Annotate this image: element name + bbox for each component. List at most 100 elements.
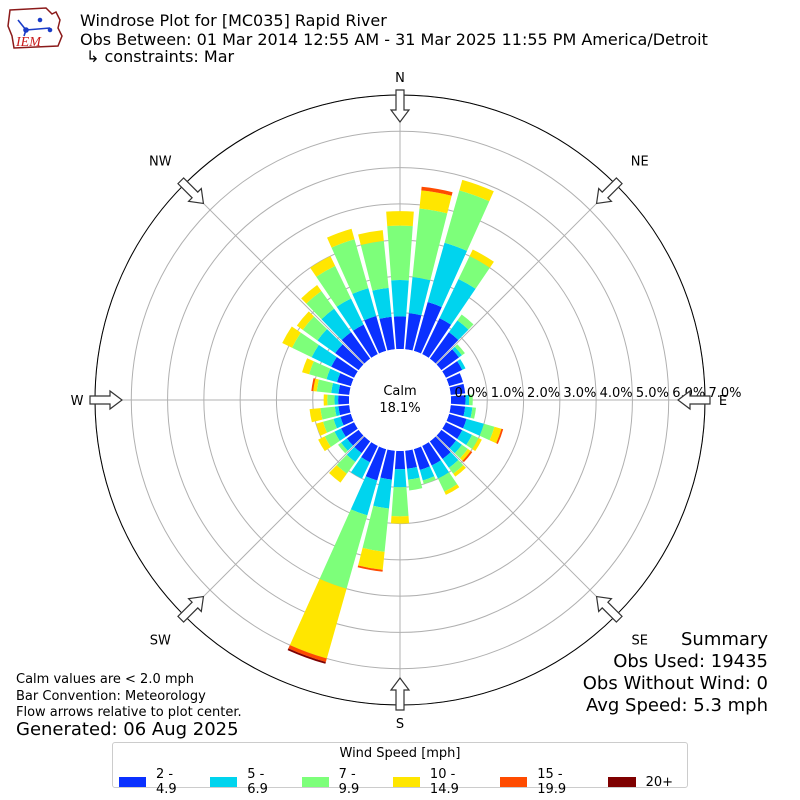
windrose-bar-segment <box>479 423 495 441</box>
windrose-bar-segment <box>365 446 387 481</box>
windrose-bar-segment <box>338 405 351 416</box>
bar-convention: Bar Convention: Meteorology <box>16 689 206 704</box>
radial-tick-label: 2.0% <box>527 386 560 401</box>
windrose-bar-segment <box>422 442 441 466</box>
calm-circle <box>349 349 451 451</box>
windrose-bar-segment <box>462 451 473 463</box>
windrose-bar-segment <box>372 287 392 319</box>
windrose-bar-segment <box>321 308 352 341</box>
windrose-bar-segment <box>449 440 462 454</box>
flow-arrow <box>177 595 205 623</box>
windrose-bar-segment <box>329 465 347 483</box>
legend-item: 15 - 19.9 <box>500 767 593 797</box>
radial-gridline <box>435 435 617 617</box>
windrose-bar-segment <box>336 298 364 331</box>
windrose-bar-segment <box>338 442 348 454</box>
windrose-bar-segment <box>318 436 331 452</box>
chart-title: Windrose Plot for [MC035] Rapid River <box>80 11 387 30</box>
windrose-bar-segment <box>406 467 420 480</box>
windrose-bar-segment <box>422 476 436 484</box>
windrose-bar-segment <box>334 428 346 441</box>
windrose-bar-segment <box>453 465 466 477</box>
flow-arrow <box>595 177 623 205</box>
windrose-bar-segment <box>421 186 453 196</box>
windrose-bar-segment <box>489 426 502 444</box>
windrose-bar-segment <box>422 318 452 358</box>
windrose-bar-segment <box>379 316 395 351</box>
windrose-bar-segment <box>317 329 343 354</box>
legend-swatch <box>607 777 636 787</box>
windrose-bar-segment <box>296 311 315 330</box>
legend-title: Wind Speed [mph] <box>339 746 461 761</box>
windrose-bar-segment <box>331 383 341 394</box>
windrose-bar-segment <box>437 472 458 492</box>
windrose-bar-segment <box>393 316 407 350</box>
windrose-bar-segment <box>301 285 322 304</box>
windrose-bar-segment <box>448 320 469 341</box>
flow-arrow-shape <box>595 177 623 205</box>
iem-logo: IEM <box>7 7 63 50</box>
windrose-bar-segment <box>405 313 422 351</box>
windrose-bar-segment <box>326 368 341 383</box>
flow-arrow-shape <box>677 389 711 411</box>
windrose-bar-segment <box>360 240 389 291</box>
windrose-bar-segment <box>459 448 471 461</box>
legend-label: 15 - 19.9 <box>537 767 567 797</box>
windrose-bar-segment <box>408 277 431 316</box>
windrose-bar-segment <box>338 395 350 405</box>
windrose-bar-segment <box>391 280 409 317</box>
windrose-bar-segment <box>419 190 452 214</box>
windrose-bar-segment <box>436 349 460 371</box>
windrose-bar-segment <box>324 431 340 448</box>
windrose-bar-segment <box>429 332 459 364</box>
windrose-bar-segment <box>316 421 328 436</box>
flow-arrow-shape <box>177 595 205 623</box>
legend-item: 7 - 9.9 <box>301 767 379 797</box>
windrose-bar-segment <box>468 394 473 406</box>
windrose-bar-segment <box>387 225 413 281</box>
windrose-bar-segment <box>394 450 406 470</box>
summary-avg-speed: Avg Speed: 5.3 mph <box>586 695 768 716</box>
windrose-bar-segment <box>463 406 473 418</box>
windrose-bar-segment <box>327 394 335 406</box>
windrose-bar-segment <box>309 408 323 423</box>
windrose-bar-segment <box>427 242 468 308</box>
legend-item: 20+ <box>607 767 673 797</box>
windrose-bar-segment <box>466 434 479 450</box>
flow-arrow <box>389 89 411 123</box>
compass-label: SE <box>631 634 647 649</box>
windrose-bar-segment <box>463 418 484 436</box>
legend: Wind Speed [mph] 2 - 4.9 5 - 6.9 7 - 9.9 10… <box>112 742 688 797</box>
compass-label: N <box>395 71 405 86</box>
windrose-bar-segment <box>309 361 331 380</box>
windrose-bar-segment <box>287 648 326 664</box>
flow-arrow-shape <box>177 177 205 205</box>
windrose-bar-segment <box>444 190 490 251</box>
windrose-bar-segment <box>465 394 470 406</box>
windrose-bar-segment <box>341 422 358 437</box>
logo-text: IEM <box>15 35 42 50</box>
legend-label: 10 - 14.9 <box>429 767 459 797</box>
flow-arrow <box>177 177 205 205</box>
calm-definition: Calm values are < 2.0 mph <box>16 672 195 687</box>
calm-label: Calm <box>383 384 416 399</box>
windrose-bar-segment <box>446 413 467 429</box>
windrose-bar-segment <box>340 413 354 426</box>
windrose-bar-segment <box>292 332 319 358</box>
flow-arrow-shape <box>389 677 411 711</box>
radial-tick-label: 5.0% <box>636 386 669 401</box>
legend-label: 20+ <box>645 774 673 790</box>
compass-label: NE <box>631 154 649 169</box>
windrose-bar-segment <box>449 383 466 395</box>
windrose-bar-segment <box>338 384 351 395</box>
windrose-bar-segment <box>357 565 383 572</box>
flow-arrow <box>389 677 411 711</box>
radial-gridline <box>183 183 365 365</box>
range-ring <box>203 203 597 597</box>
windrose-bar-segment <box>364 316 387 354</box>
windrose-bar-segment <box>319 509 368 589</box>
windrose-bar-segment <box>350 457 370 479</box>
windrose-bar-segment <box>442 422 463 439</box>
legend-swatch <box>392 777 420 787</box>
radial-tick-label: 3.0% <box>563 386 596 401</box>
